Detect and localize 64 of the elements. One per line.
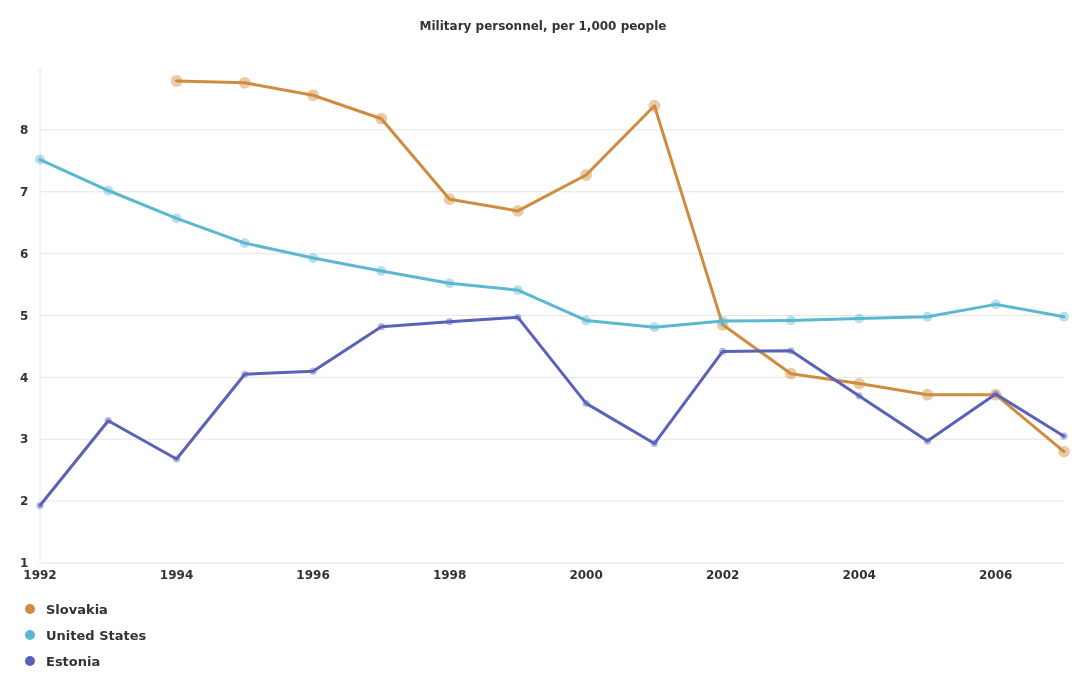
- y-tick-label: 7: [20, 184, 29, 199]
- point: [309, 367, 317, 375]
- y-tick-label: 2: [20, 494, 29, 509]
- point: [307, 89, 319, 102]
- x-tick-label: 1996: [296, 568, 330, 582]
- point: [443, 193, 456, 206]
- point: [512, 285, 523, 296]
- y-tick-label: 4: [20, 370, 29, 385]
- point: [855, 392, 863, 400]
- point: [377, 323, 385, 331]
- point: [787, 347, 795, 355]
- point: [719, 347, 727, 355]
- point: [990, 299, 1001, 310]
- point: [239, 238, 250, 248]
- point: [922, 311, 933, 322]
- x-tick-label: 2002: [705, 568, 740, 582]
- point: [854, 313, 865, 324]
- point: [853, 377, 866, 390]
- point: [649, 322, 660, 333]
- point: [375, 112, 388, 125]
- point: [581, 315, 592, 326]
- x-tick-label: 1994: [159, 568, 194, 582]
- point: [170, 75, 183, 87]
- point: [717, 316, 728, 326]
- point: [1060, 432, 1068, 440]
- y-tick-label: 6: [20, 246, 29, 261]
- x-tick-label: 2006: [979, 568, 1013, 582]
- point: [785, 367, 797, 380]
- point: [650, 440, 658, 448]
- x-tick-label: 2000: [569, 568, 603, 582]
- x-tick-label: 2004: [842, 568, 876, 582]
- point: [35, 154, 45, 165]
- point: [446, 318, 454, 326]
- legend-label: Estonia: [46, 653, 101, 669]
- point: [36, 501, 44, 510]
- point: [444, 278, 455, 289]
- y-tick-label: 8: [20, 123, 29, 138]
- point: [1058, 445, 1070, 458]
- y-tick-label: 1: [20, 556, 29, 571]
- point: [514, 313, 522, 321]
- y-tick-label: 5: [20, 308, 29, 323]
- point: [582, 399, 590, 407]
- x-tick-label: 1992: [23, 568, 57, 582]
- legend-label: Slovakia: [46, 601, 108, 617]
- point: [104, 417, 112, 425]
- x-tick-label: 1998: [432, 568, 467, 582]
- point: [511, 205, 524, 217]
- chart-title: Military personnel, per 1,000 people: [419, 19, 667, 33]
- point: [923, 437, 932, 445]
- point: [786, 315, 796, 326]
- point: [238, 76, 251, 89]
- line-series: [36, 313, 1068, 510]
- legend-label: United States: [46, 627, 147, 643]
- point: [171, 213, 182, 224]
- y-tick-label: 3: [20, 432, 29, 447]
- point: [1059, 311, 1069, 322]
- point: [172, 455, 181, 463]
- point: [103, 185, 114, 196]
- point: [241, 370, 249, 378]
- point: [580, 169, 593, 181]
- point: [921, 388, 934, 401]
- point: [308, 253, 318, 263]
- point: [376, 266, 387, 276]
- point: [648, 99, 661, 112]
